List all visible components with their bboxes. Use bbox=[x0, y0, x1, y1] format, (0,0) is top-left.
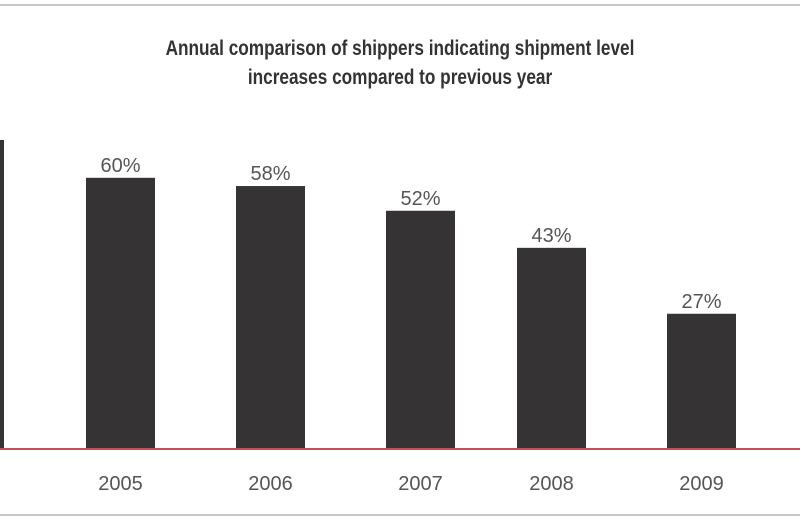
bar-2009 bbox=[667, 313, 736, 449]
data-label-2009: 27% bbox=[681, 291, 721, 313]
bar-2008 bbox=[517, 247, 586, 449]
x-tick-label-2006: 2006 bbox=[248, 473, 293, 495]
x-tick-label-2008: 2008 bbox=[529, 473, 574, 495]
data-label-2008: 43% bbox=[531, 225, 571, 247]
bar-2005 bbox=[86, 177, 155, 450]
frame-top-border bbox=[0, 4, 800, 6]
x-tick-label-2007: 2007 bbox=[398, 473, 443, 495]
data-label-2006: 58% bbox=[250, 163, 290, 185]
data-label-2007: 52% bbox=[400, 188, 440, 210]
chart-title-line-1: Annual comparison of shippers indicating… bbox=[165, 37, 635, 60]
bar-2007 bbox=[386, 210, 455, 449]
frame-bottom-border bbox=[0, 514, 800, 516]
data-label-2005: 60% bbox=[100, 155, 140, 177]
chart-title: Annual comparison of shippers indicating… bbox=[72, 34, 728, 92]
x-axis-baseline bbox=[0, 448, 800, 450]
bar-2006 bbox=[236, 186, 305, 450]
y-axis-line bbox=[0, 140, 4, 449]
x-tick-label-2009: 2009 bbox=[679, 473, 724, 495]
chart-title-line-2: increases compared to previous year bbox=[247, 66, 553, 89]
x-tick-label-2005: 2005 bbox=[98, 473, 143, 495]
